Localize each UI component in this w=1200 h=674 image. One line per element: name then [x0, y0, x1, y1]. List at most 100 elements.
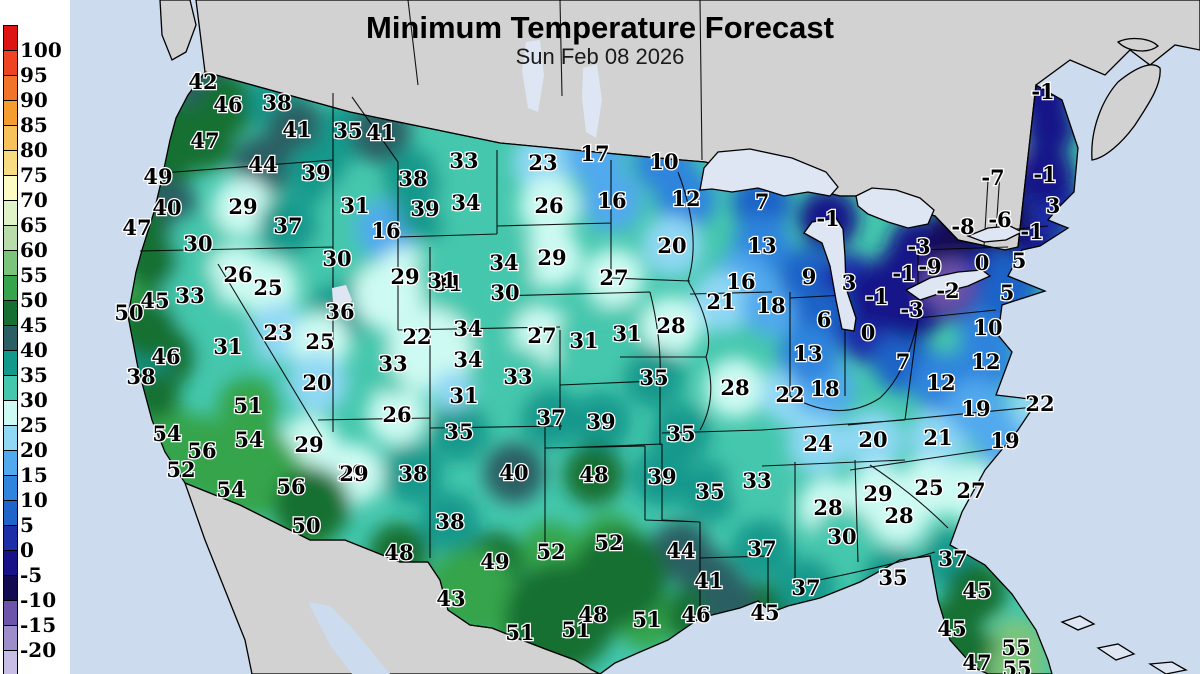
temperature-field-blob [412, 251, 472, 311]
temp-label: 40 [152, 195, 181, 220]
temperature-field-blob [642, 216, 702, 276]
temp-label: 52 [166, 457, 195, 482]
legend-value-label: 55 [20, 263, 48, 287]
legend-color-block [3, 150, 18, 176]
temp-label: -1 [1033, 162, 1056, 187]
temp-label: 22 [1025, 391, 1054, 416]
legend-value-label: 85 [20, 113, 48, 137]
legend-color-block [3, 450, 18, 476]
nova-scotia-island [1091, 64, 1161, 161]
temp-label: 54 [152, 421, 181, 446]
temperature-field-blob [788, 414, 848, 474]
temperature-field-blob [778, 324, 838, 384]
temperature-field-blob [383, 444, 443, 504]
temp-label: 10 [973, 315, 1002, 340]
temp-label: 31 [449, 383, 478, 408]
temperature-field-patch [432, 370, 472, 410]
temperature-field-blob [521, 388, 581, 448]
temp-label: 56 [187, 438, 216, 463]
temperature-field-blob [420, 492, 480, 552]
legend-color-block [3, 650, 18, 674]
temperature-field-blob [1015, 145, 1075, 205]
legend-color-block [3, 75, 18, 101]
legend-value-label: 0 [20, 538, 34, 562]
temp-label: 26 [382, 402, 411, 427]
legend-color-block [3, 250, 18, 276]
temp-label: 46 [213, 92, 242, 117]
legend-value-label: -10 [20, 588, 57, 612]
legend-value-label: 45 [20, 313, 48, 337]
temp-label: 38 [398, 461, 427, 486]
temp-label: 29 [337, 460, 366, 485]
temp-label: 25 [305, 329, 334, 354]
temp-label: -1 [1020, 219, 1043, 244]
temp-label: 50 [114, 300, 143, 325]
temp-label: 19 [961, 396, 990, 421]
temp-label: 20 [858, 427, 887, 452]
temp-label: 38 [126, 364, 155, 389]
temp-label: 16 [726, 269, 755, 294]
temp-label: 55 [1001, 635, 1030, 660]
temp-label: 23 [528, 150, 557, 175]
temperature-field-blob [307, 229, 367, 289]
legend-value-label: -5 [20, 563, 43, 587]
temp-label: 30 [183, 231, 212, 256]
temp-label: 39 [586, 409, 615, 434]
temp-label: 13 [747, 233, 776, 258]
temp-label: 0 [975, 250, 990, 275]
temp-label: 27 [599, 265, 628, 290]
legend-value-label: 65 [20, 213, 48, 237]
temp-label: 37 [791, 575, 820, 600]
temperature-field-patch [274, 467, 350, 543]
temp-label: 27 [956, 478, 985, 503]
temp-label: 39 [410, 196, 439, 221]
temperature-field-blob [198, 317, 258, 377]
lake-superior [699, 148, 839, 197]
gulf-of-california [308, 602, 390, 674]
temp-label: 23 [263, 320, 292, 345]
temp-label: 31 [569, 328, 598, 353]
legend-value-label: 35 [20, 363, 48, 387]
temp-label: 39 [301, 160, 330, 185]
lake-winnipeg [582, 64, 602, 138]
temp-label: 25 [914, 475, 943, 500]
temp-label: 35 [639, 365, 668, 390]
temp-label: 43 [436, 586, 465, 611]
temp-label: 37 [273, 213, 302, 238]
temp-label: -1 [865, 284, 888, 309]
temperature-field-blob [564, 445, 624, 505]
temp-label: 38 [262, 90, 291, 115]
temperature-field-blob [869, 486, 929, 546]
legend-value-label: 10 [20, 488, 48, 512]
temp-label: 35 [878, 565, 907, 590]
temperature-field-blob [843, 410, 903, 470]
legend-value-label: 30 [20, 388, 48, 412]
vancouver-island [159, 0, 197, 61]
temperature-field-blob [847, 267, 907, 327]
temp-label: 34 [453, 347, 482, 372]
legend-color-block [3, 600, 18, 626]
temp-label: 41 [366, 120, 395, 145]
legend-color-block [3, 275, 18, 301]
temperature-field-blob [287, 353, 347, 413]
temperature-field-blob [522, 228, 582, 288]
temp-label: 37 [747, 536, 776, 561]
temp-label: -6 [988, 207, 1011, 232]
legend-color-block [3, 575, 18, 601]
legend-value-label: 15 [20, 463, 48, 487]
temperature-field-blob [680, 462, 740, 522]
temp-label: 18 [756, 293, 785, 318]
temp-label: 7 [896, 349, 911, 374]
page-title: Minimum Temperature Forecast [366, 10, 834, 45]
legend-color-block [3, 200, 18, 226]
temp-label: 30 [490, 280, 519, 305]
temp-label: -1 [816, 206, 839, 231]
lake-ontario [966, 225, 1024, 243]
prince-edward-island [1116, 37, 1159, 52]
temp-label: 30 [322, 246, 351, 271]
temp-label: 31 [213, 334, 242, 359]
state-borders [139, 0, 1049, 612]
temperature-field-blob [484, 443, 544, 503]
temp-label: 33 [742, 468, 771, 493]
